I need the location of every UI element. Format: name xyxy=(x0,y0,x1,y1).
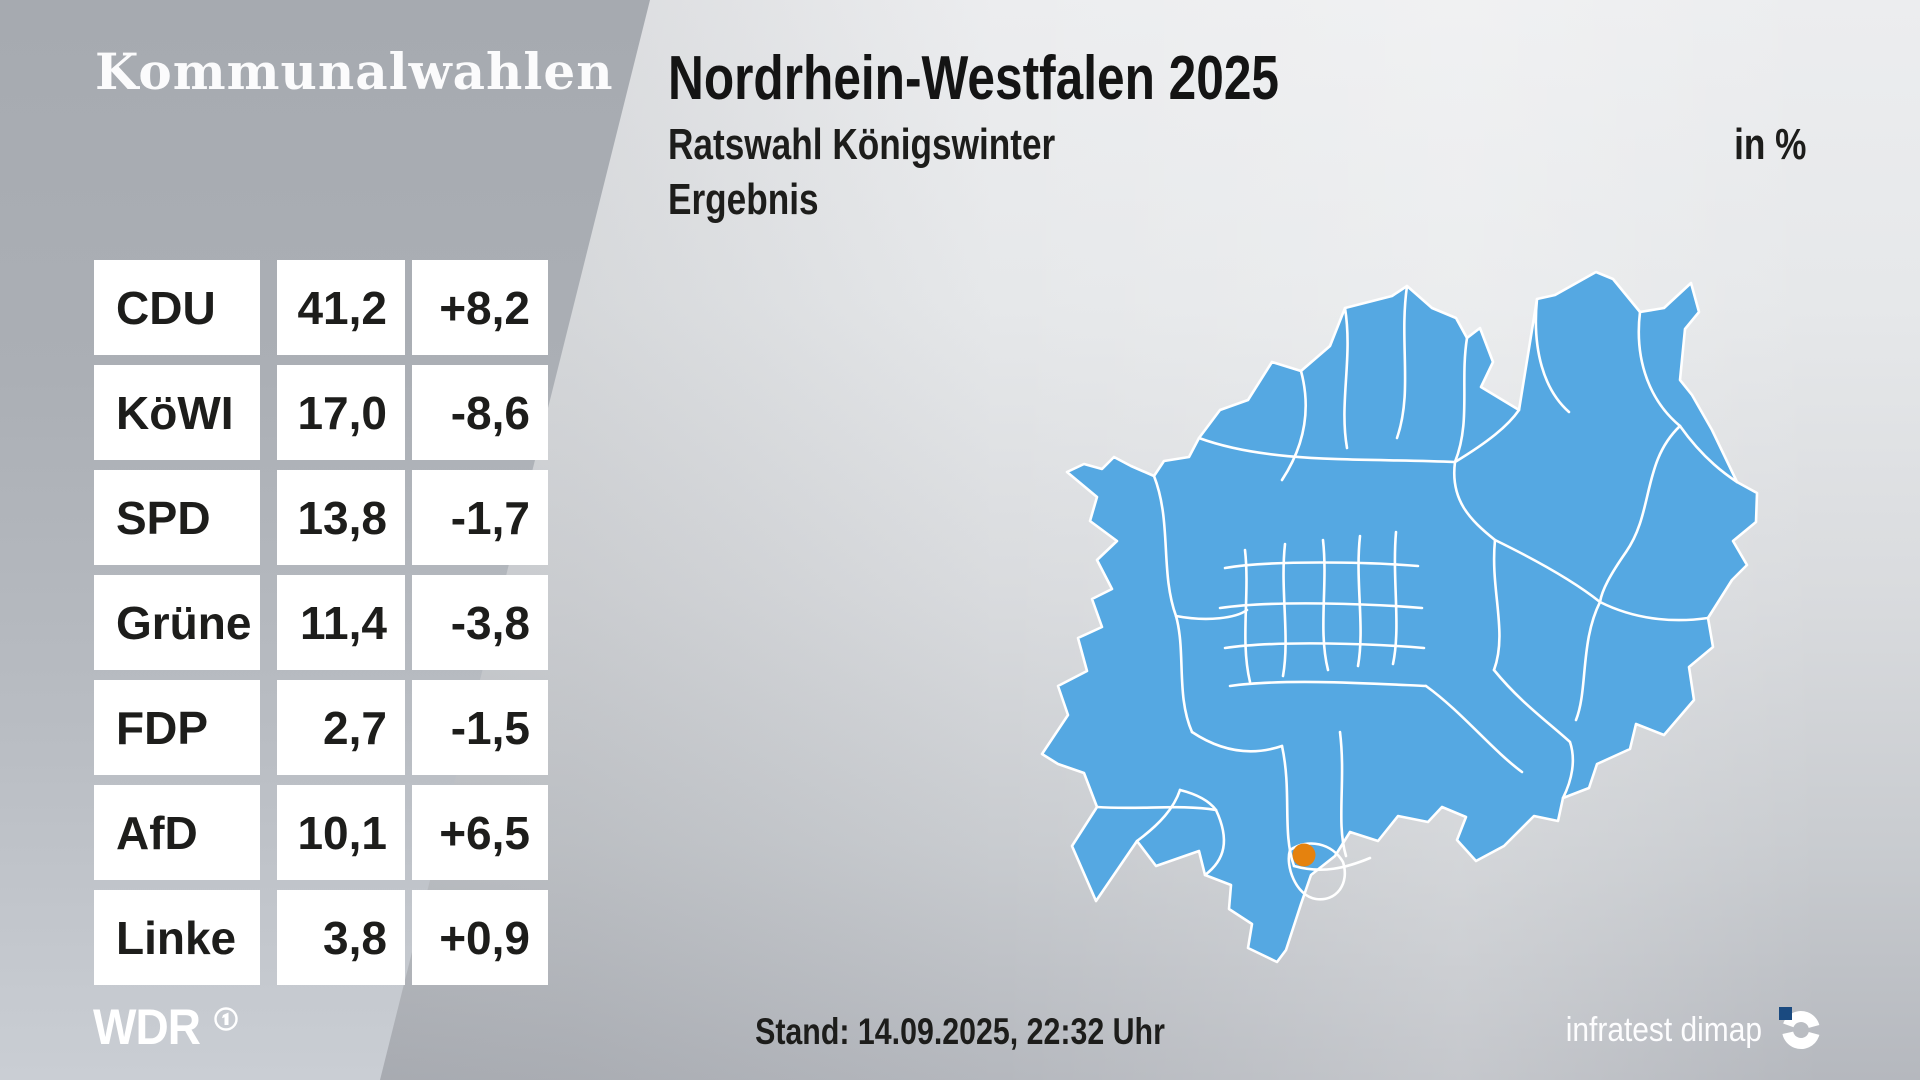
nrw-map xyxy=(1040,270,1759,964)
party-cell: AfD xyxy=(94,785,260,880)
party-cell: KöWI xyxy=(94,365,260,460)
change-cell: -8,6 xyxy=(412,365,548,460)
value-cell: 17,0 xyxy=(277,365,405,460)
table-row: FDP 2,7 -1,5 xyxy=(94,680,548,775)
page-subtitle: Ratswahl Königswinter xyxy=(668,120,1056,169)
infratest-dimap-icon xyxy=(1776,1004,1822,1055)
party-cell: Grüne xyxy=(94,575,260,670)
wdr-logo-text: WDR xyxy=(93,999,201,1055)
change-cell: -1,5 xyxy=(412,680,548,775)
district-borders xyxy=(1095,284,1739,901)
results-table: CDU 41,2 +8,2 KöWI 17,0 -8,6 SPD 13,8 -1… xyxy=(94,260,548,995)
party-cell: CDU xyxy=(94,260,260,355)
party-cell: FDP xyxy=(94,680,260,775)
change-cell: -3,8 xyxy=(412,575,548,670)
result-label: Ergebnis xyxy=(668,175,819,224)
value-cell: 11,4 xyxy=(277,575,405,670)
table-row: AfD 10,1 +6,5 xyxy=(94,785,548,880)
value-cell: 41,2 xyxy=(277,260,405,355)
page-title: Nordrhein-Westfalen 2025 xyxy=(668,44,1279,113)
change-cell: +0,9 xyxy=(412,890,548,985)
table-row: Linke 3,8 +0,9 xyxy=(94,890,548,985)
party-cell: Linke xyxy=(94,890,260,985)
koenigswinter-marker xyxy=(1292,843,1316,867)
value-cell: 2,7 xyxy=(277,680,405,775)
value-cell: 13,8 xyxy=(277,470,405,565)
table-row: SPD 13,8 -1,7 xyxy=(94,470,548,565)
infratest-dimap-logo: infratest dimap xyxy=(1539,1004,1822,1055)
change-cell: +6,5 xyxy=(412,785,548,880)
value-cell: 3,8 xyxy=(277,890,405,985)
value-cell: 10,1 xyxy=(277,785,405,880)
table-row: KöWI 17,0 -8,6 xyxy=(94,365,548,460)
unit-label: in % xyxy=(1733,120,1806,169)
table-row: CDU 41,2 +8,2 xyxy=(94,260,548,355)
timestamp: Stand: 14.09.2025, 22:32 Uhr xyxy=(755,1011,1165,1052)
program-kicker: Kommunalwahlen xyxy=(95,42,614,101)
party-cell: SPD xyxy=(94,470,260,565)
wdr-logo: WDR xyxy=(93,1002,239,1052)
ard-one-icon xyxy=(213,1006,239,1037)
change-cell: +8,2 xyxy=(412,260,548,355)
change-cell: -1,7 xyxy=(412,470,548,565)
table-row: Grüne 11,4 -3,8 xyxy=(94,575,548,670)
infratest-dimap-text: infratest dimap xyxy=(1565,1010,1762,1049)
